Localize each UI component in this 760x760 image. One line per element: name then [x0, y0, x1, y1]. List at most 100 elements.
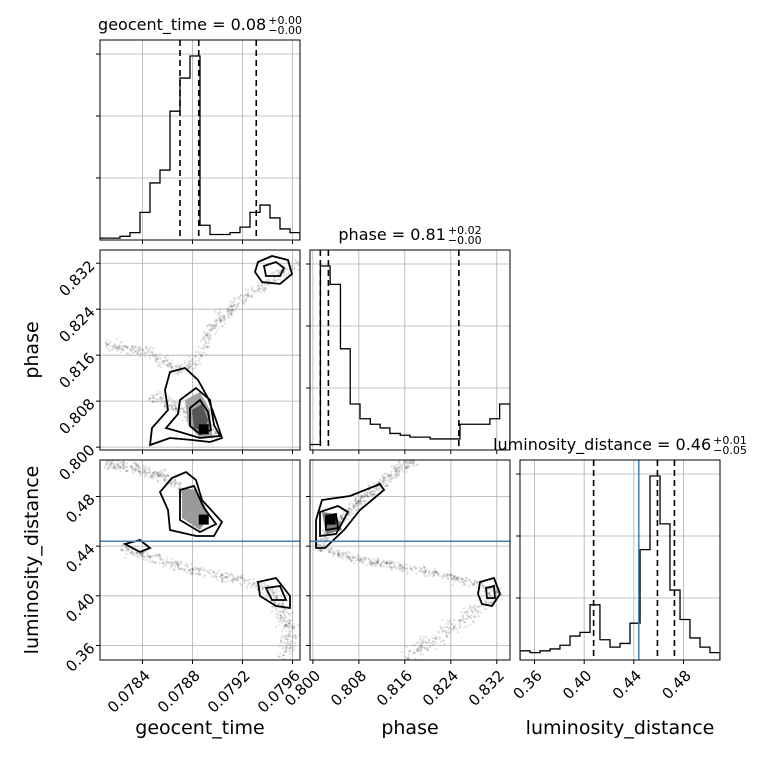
scatter-point: [152, 355, 156, 359]
scatter-point: [290, 265, 293, 268]
scatter-point: [214, 431, 217, 434]
scatter-point: [187, 367, 190, 370]
scatter-point: [159, 474, 162, 477]
scatter-point: [390, 568, 393, 572]
scatter-point: [170, 482, 173, 485]
scatter-point: [226, 313, 229, 316]
scatter-point: [372, 493, 375, 496]
scatter-point: [223, 575, 226, 578]
scatter-point: [267, 278, 270, 281]
scatter-point: [328, 548, 331, 551]
scatter-point: [239, 295, 242, 298]
scatter-point: [288, 630, 291, 633]
tick-label-phase: 0.816: [373, 667, 416, 710]
scatter-point: [197, 571, 200, 574]
scatter-point: [399, 467, 402, 470]
scatter-point: [468, 579, 471, 582]
scatter-point: [181, 419, 184, 422]
scatter-point: [153, 555, 156, 558]
scatter-point: [462, 613, 465, 616]
scatter-point: [172, 407, 175, 410]
scatter-point: [340, 555, 343, 558]
scatter-point: [474, 583, 477, 586]
scatter-point: [437, 635, 440, 638]
scatter-point: [147, 471, 150, 474]
scatter-point: [275, 610, 278, 613]
scatter-point: [347, 507, 350, 510]
scatter-point: [394, 466, 397, 469]
contour-secondary-inner: [262, 260, 286, 277]
scatter-point: [469, 606, 472, 609]
scatter-point: [284, 648, 287, 651]
scatter-point: [474, 608, 477, 611]
scatter-point: [130, 348, 133, 351]
scatter-point: [351, 512, 354, 515]
scatter-point: [326, 536, 330, 539]
scatter-point: [122, 347, 125, 351]
scatter-point: [422, 573, 426, 576]
scatter-point: [426, 648, 429, 652]
scatter-point: [110, 465, 113, 468]
scatter-point: [266, 584, 269, 587]
scatter-point: [437, 572, 440, 576]
scatter-point: [253, 586, 256, 589]
density-peak-marker: [325, 514, 336, 525]
scatter-point: [471, 610, 474, 613]
scatter-point: [395, 473, 399, 476]
scatter-point: [223, 314, 226, 317]
scatter-point: [382, 477, 385, 480]
scatter-point: [232, 576, 235, 579]
scatter-point: [471, 620, 474, 623]
scatter-point: [375, 564, 378, 567]
scatter-point: [148, 397, 151, 400]
scatter-point: [141, 348, 144, 352]
scatter-point: [278, 620, 281, 623]
scatter-point: [174, 402, 177, 405]
tick-label-phase: 0.832: [55, 257, 98, 300]
scatter-point: [156, 475, 159, 478]
scatter-point: [285, 623, 288, 626]
scatter-point: [189, 360, 192, 363]
scatter-point: [355, 509, 358, 512]
scatter-point: [214, 332, 217, 335]
scatter-point: [126, 547, 129, 550]
scatter-point: [229, 305, 232, 309]
scatter-point: [425, 575, 429, 578]
scatter-point: [164, 356, 167, 359]
scatter-point: [166, 354, 169, 357]
scatter-point: [331, 551, 334, 555]
scatter-point: [293, 634, 296, 637]
scatter-point: [229, 311, 232, 314]
scatter-point: [435, 571, 438, 574]
scatter-point: [284, 624, 287, 627]
scatter-point: [212, 571, 215, 574]
scatter-point: [135, 464, 138, 467]
scatter-point: [351, 555, 355, 559]
axes-frame: [309, 459, 511, 661]
scatter-point: [154, 470, 157, 473]
scatter-point: [152, 472, 155, 475]
scatter-point: [163, 469, 166, 472]
scatter-point: [470, 582, 473, 585]
scatter-point: [466, 610, 469, 613]
scatter-point: [215, 573, 218, 576]
scatter-point: [115, 338, 118, 341]
scatter-point: [198, 352, 201, 355]
scatter-point: [360, 496, 363, 499]
scatter-point: [388, 474, 391, 477]
scatter-point: [344, 552, 347, 555]
scatter-point: [156, 474, 159, 478]
scatter-point: [205, 333, 208, 336]
scatter-point: [334, 550, 338, 554]
scatter-point: [259, 291, 263, 294]
scatter-point: [466, 611, 469, 614]
scatter-point: [167, 474, 170, 478]
scatter-point: [383, 476, 386, 479]
scatter-point: [173, 405, 176, 408]
scatter-point: [237, 297, 241, 300]
scatter-point: [167, 395, 170, 398]
scatter-point: [450, 577, 453, 580]
scatter-point: [376, 560, 379, 563]
scatter-point: [473, 582, 476, 585]
scatter-point: [160, 399, 164, 402]
